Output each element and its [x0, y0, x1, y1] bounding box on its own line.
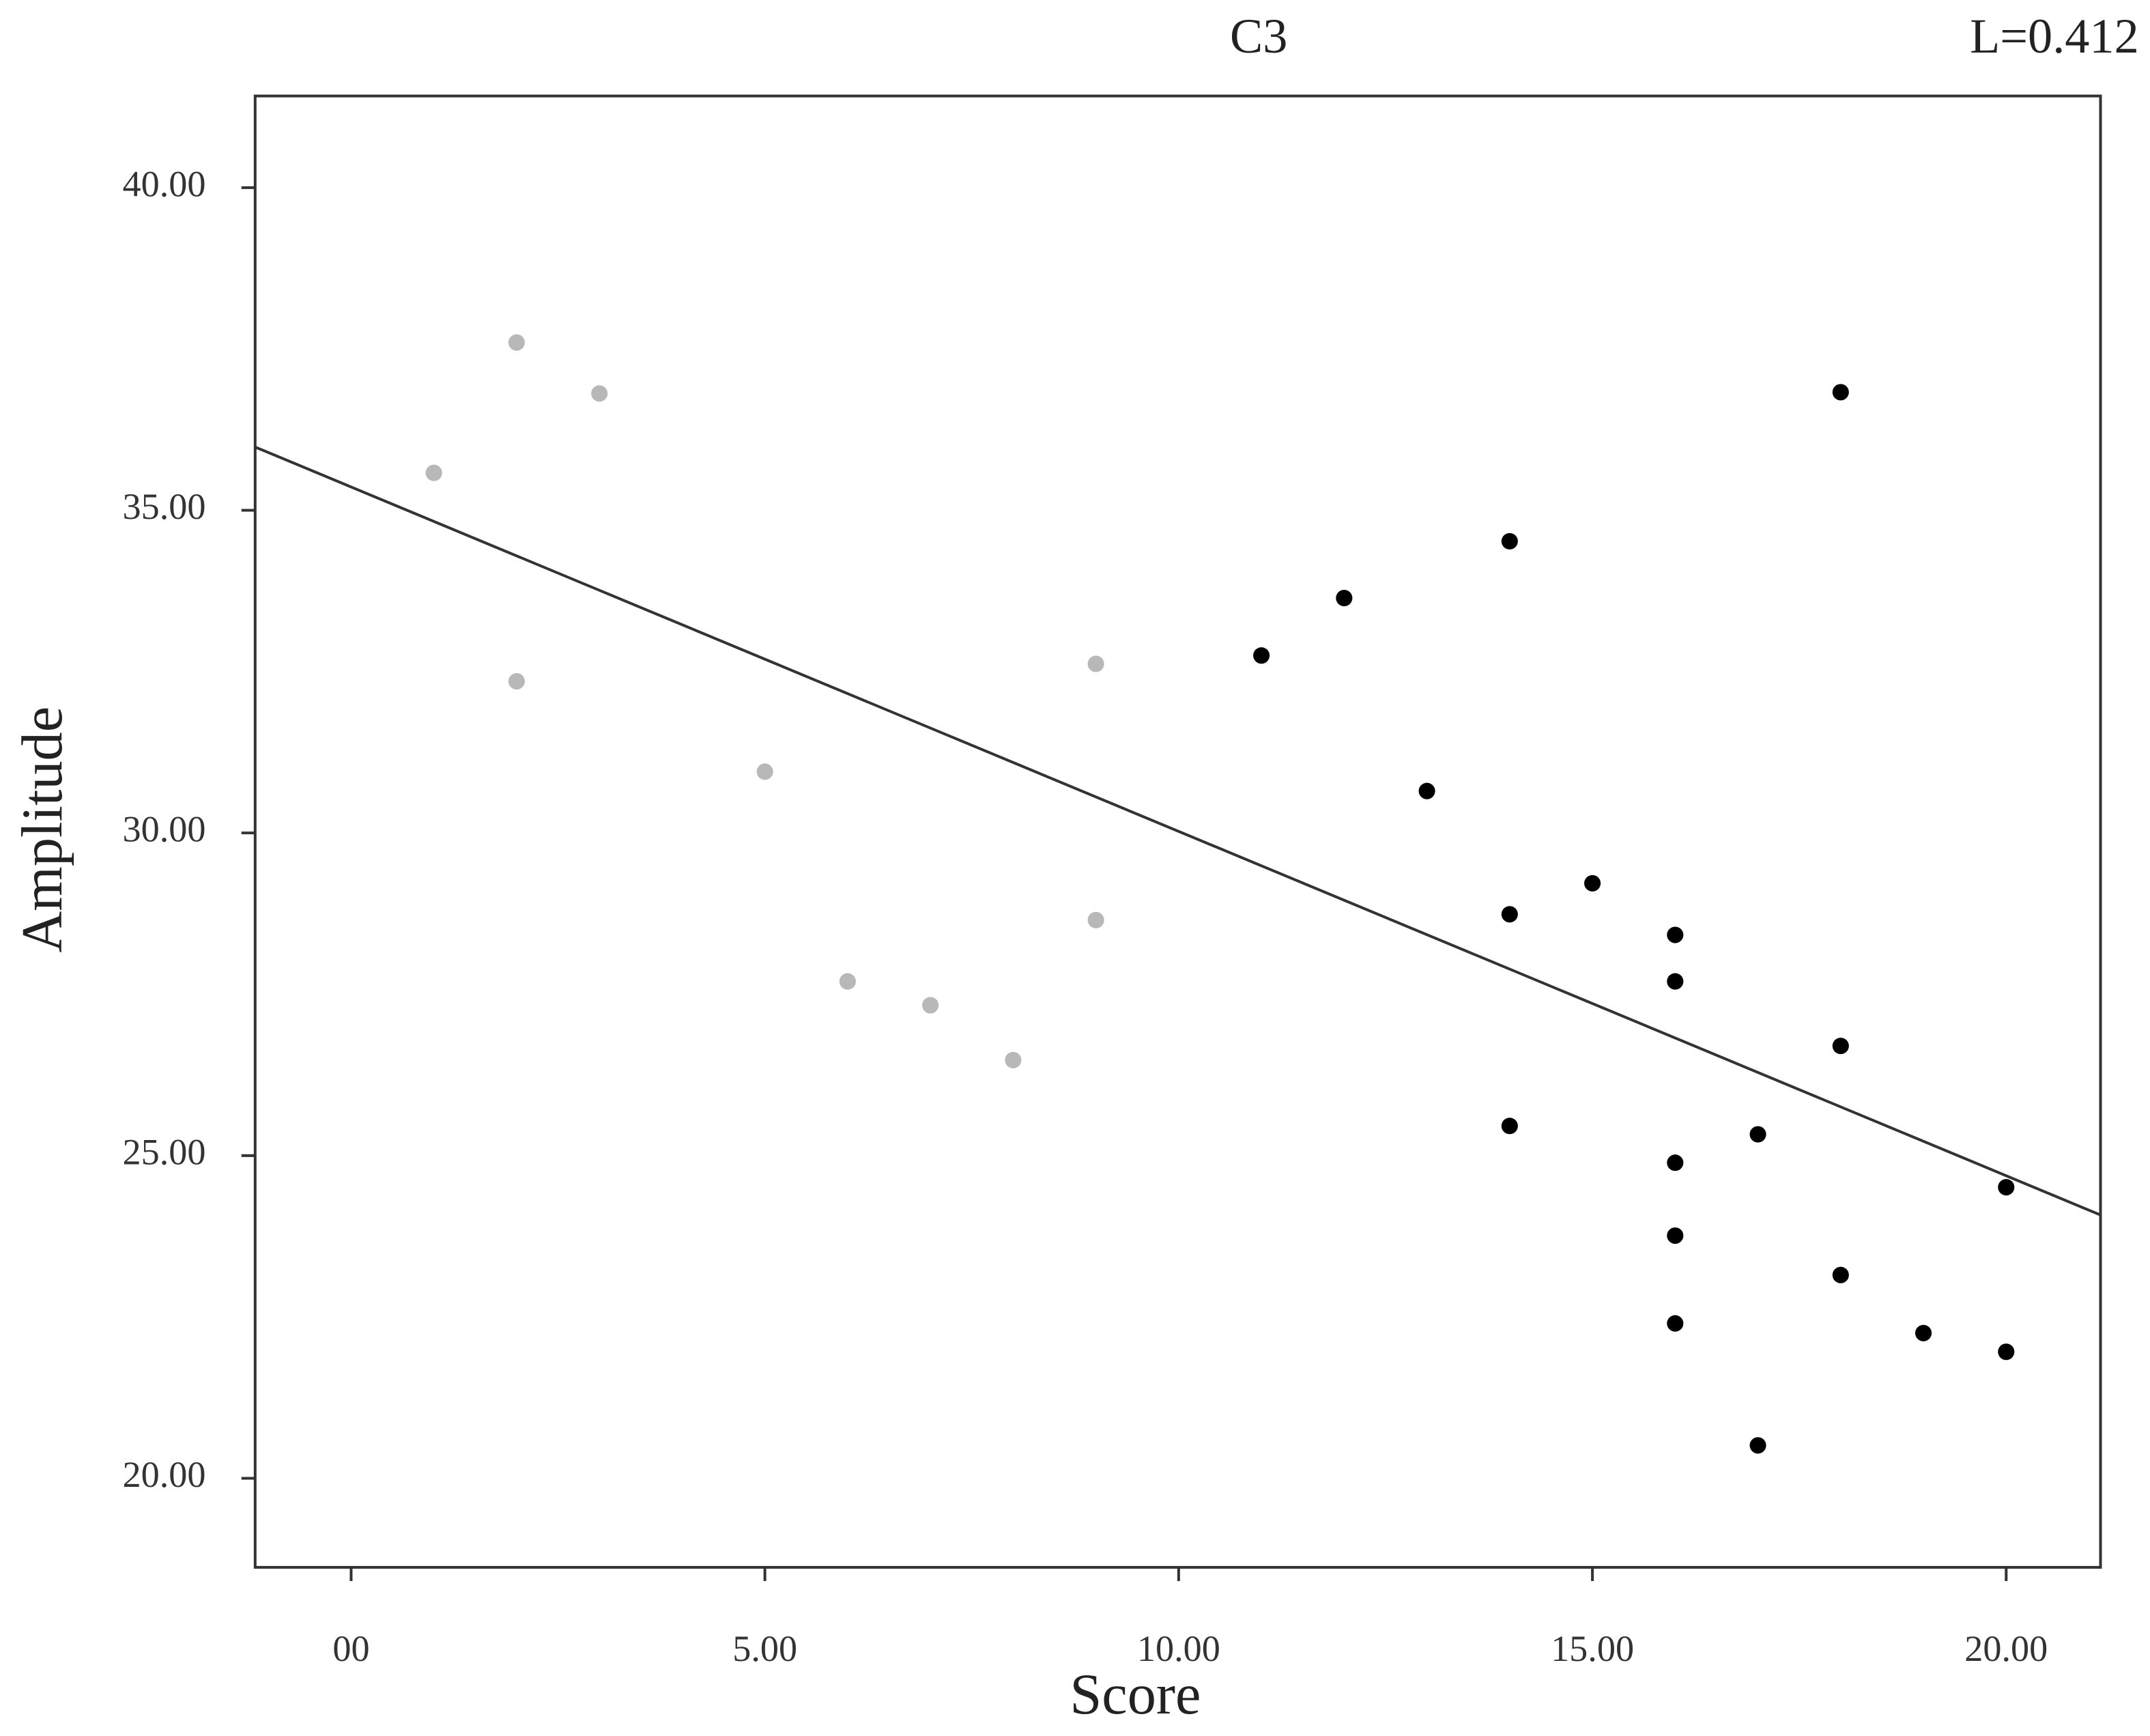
point — [1832, 1038, 1849, 1055]
y-tick-label: 30.00 — [122, 809, 205, 850]
y-tick-label: 20.00 — [122, 1454, 205, 1495]
x-tick-label: 15.00 — [1551, 1628, 1634, 1669]
x-tick-label: 10.00 — [1137, 1628, 1220, 1669]
point — [1087, 655, 1104, 672]
point — [1749, 1437, 1766, 1454]
point — [839, 973, 856, 990]
point — [508, 672, 525, 690]
x-axis-label: Score — [1070, 1663, 1201, 1726]
point — [425, 464, 442, 481]
x-tick-label: 20.00 — [1964, 1628, 2048, 1669]
point — [922, 997, 939, 1014]
point — [1832, 1266, 1849, 1283]
annotation: L=0.412 — [1970, 9, 2139, 63]
y-tick-label: 40.00 — [122, 163, 205, 204]
point — [1998, 1343, 2015, 1361]
point — [1501, 906, 1518, 923]
point — [1087, 911, 1104, 928]
chart-title: C3 — [1230, 9, 1287, 63]
y-tick-label: 25.00 — [122, 1131, 205, 1172]
x-tick-label: 5.00 — [732, 1628, 797, 1669]
point — [1336, 590, 1353, 607]
point — [1832, 384, 1849, 401]
point — [1667, 926, 1684, 943]
point — [1667, 1315, 1684, 1332]
point — [756, 763, 773, 780]
point — [1418, 782, 1435, 799]
y-tick-label: 35.00 — [122, 486, 205, 527]
point — [1005, 1051, 1022, 1068]
point — [1667, 1227, 1684, 1244]
point — [1667, 973, 1684, 990]
point — [1749, 1126, 1766, 1143]
point — [1584, 874, 1601, 892]
point — [508, 334, 525, 351]
point — [1998, 1179, 2015, 1196]
x-tick-label: 00 — [332, 1628, 369, 1669]
point — [1501, 1118, 1518, 1135]
point — [1915, 1324, 1932, 1341]
point — [1253, 647, 1270, 664]
trend-line — [255, 446, 2102, 1216]
y-axis-label: Amplitude — [11, 707, 74, 953]
point — [1667, 1154, 1684, 1171]
point — [1501, 532, 1518, 550]
point — [591, 385, 608, 402]
